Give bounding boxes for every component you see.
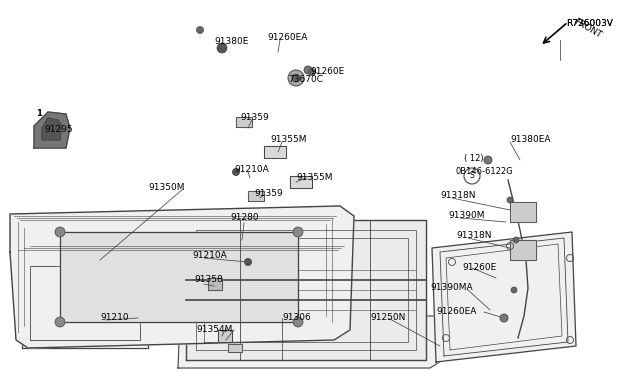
Text: 91318N: 91318N [456,231,492,241]
Text: 91260EA: 91260EA [267,33,307,42]
Text: R736003V: R736003V [566,19,613,29]
Text: 91318N: 91318N [440,192,476,201]
Text: 91250N: 91250N [370,314,405,323]
Circle shape [55,227,65,237]
Polygon shape [34,112,70,148]
Circle shape [308,68,316,76]
Polygon shape [248,191,264,201]
Circle shape [500,314,508,322]
Text: 91355M: 91355M [270,135,307,144]
Polygon shape [432,232,576,362]
Circle shape [484,156,492,164]
Circle shape [232,169,239,176]
Circle shape [217,43,227,53]
Polygon shape [10,206,354,348]
Polygon shape [60,232,298,322]
Text: 91355M: 91355M [296,173,333,182]
Polygon shape [208,278,222,290]
Text: 91210: 91210 [100,314,129,323]
Text: 91260E: 91260E [462,263,496,272]
Text: 1: 1 [36,109,42,119]
Polygon shape [42,118,62,140]
Circle shape [293,227,303,237]
Text: 91260E: 91260E [310,67,344,77]
Circle shape [507,197,513,203]
Text: 91390M: 91390M [448,212,484,221]
Text: 91306: 91306 [282,314,311,323]
Polygon shape [290,176,312,188]
Polygon shape [178,316,490,368]
Polygon shape [22,258,148,348]
Text: R736003V: R736003V [566,19,613,29]
Text: 91280: 91280 [230,214,259,222]
Polygon shape [510,240,536,260]
Circle shape [292,74,300,82]
Text: 91260EA: 91260EA [436,308,476,317]
Text: 91354M: 91354M [196,326,232,334]
Circle shape [196,26,204,33]
Polygon shape [264,146,286,158]
Polygon shape [236,117,252,127]
Text: 91210A: 91210A [234,166,269,174]
Text: 73670C: 73670C [288,76,323,84]
Circle shape [293,317,303,327]
Polygon shape [228,344,242,352]
Text: 91359: 91359 [254,189,283,198]
Circle shape [55,317,65,327]
Circle shape [513,237,519,243]
Circle shape [244,259,252,266]
Text: 91380EA: 91380EA [510,135,550,144]
Circle shape [511,287,517,293]
Polygon shape [186,220,426,360]
Text: 91358: 91358 [194,276,223,285]
Text: S: S [470,171,474,180]
Text: 91350M: 91350M [148,183,184,192]
Text: 91380E: 91380E [214,38,248,46]
Text: ( 12): ( 12) [464,154,484,163]
Polygon shape [510,202,536,222]
Text: FRONT: FRONT [572,16,603,39]
Text: 91210A: 91210A [192,251,227,260]
Circle shape [304,66,312,74]
Text: 91295: 91295 [44,125,72,135]
Circle shape [288,70,304,86]
Polygon shape [218,330,232,342]
Text: 0B146-6122G: 0B146-6122G [456,167,514,176]
Text: 91390MA: 91390MA [430,283,472,292]
Text: 91359: 91359 [240,113,269,122]
